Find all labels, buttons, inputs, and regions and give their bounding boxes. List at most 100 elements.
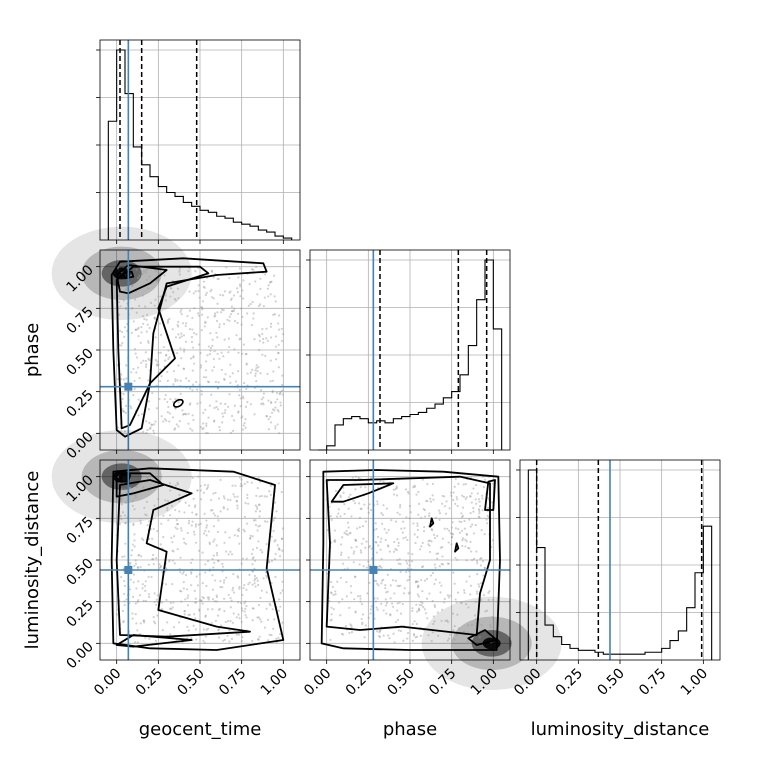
scatter-point: [258, 510, 262, 513]
scatter-point: [406, 538, 409, 542]
contour-line: [119, 474, 131, 483]
contour-line: [325, 475, 491, 636]
scatter-point: [422, 606, 425, 609]
scatter-point: [369, 612, 372, 615]
scatter-point: [465, 533, 469, 536]
scatter-point: [134, 559, 137, 562]
scatter-point: [262, 392, 266, 395]
scatter-point: [166, 400, 169, 404]
scatter-point: [278, 432, 281, 435]
scatter-point: [277, 343, 280, 346]
scatter-point: [403, 587, 406, 590]
scatter-point: [275, 392, 279, 395]
scatter-point: [216, 311, 219, 314]
scatter-point: [273, 409, 276, 412]
scatter-point: [464, 497, 467, 501]
scatter-point: [124, 501, 128, 504]
scatter-point: [122, 299, 125, 302]
scatter-point: [211, 598, 215, 601]
scatter-point: [417, 607, 421, 610]
scatter-point: [488, 623, 492, 627]
scatter-point: [379, 540, 382, 544]
scatter-point: [216, 387, 220, 390]
scatter-point: [164, 294, 167, 297]
scatter-point: [395, 620, 398, 624]
scatter-point: [489, 625, 492, 629]
scatter-point: [180, 357, 183, 360]
scatter-point: [179, 379, 182, 382]
x-tick-label: 0.00: [301, 666, 334, 699]
scatter-point: [209, 290, 212, 293]
scatter-point: [218, 608, 221, 612]
scatter-point: [263, 495, 266, 498]
scatter-point: [342, 562, 345, 565]
scatter-point: [279, 390, 282, 393]
scatter-point: [149, 301, 153, 304]
scatter-point: [454, 502, 457, 505]
scatter-point: [229, 498, 232, 502]
scatter-point: [263, 296, 266, 299]
scatter-point: [406, 579, 409, 582]
scatter-point: [341, 536, 344, 539]
scatter-point: [443, 505, 447, 508]
scatter-point: [166, 509, 169, 512]
scatter-point: [228, 291, 231, 294]
scatter-point: [186, 625, 189, 629]
scatter-point: [361, 613, 365, 616]
scatter-point: [198, 296, 201, 299]
scatter-point: [257, 638, 260, 641]
scatter-point: [179, 347, 182, 350]
scatter-point: [228, 536, 231, 539]
scatter-point: [417, 608, 420, 611]
scatter-point: [354, 539, 358, 543]
scatter-point: [407, 592, 410, 595]
scatter-point: [169, 489, 172, 492]
scatter-point: [350, 546, 353, 549]
scatter-point: [196, 489, 199, 492]
scatter-point: [357, 476, 360, 479]
scatter-point: [215, 594, 218, 597]
scatter-point: [167, 318, 170, 322]
scatter-point: [136, 641, 139, 644]
scatter-point: [206, 559, 210, 563]
scatter-point: [257, 603, 260, 607]
scatter-point: [454, 598, 457, 601]
scatter-point: [219, 402, 222, 405]
scatter-point: [432, 498, 435, 501]
scatter-point: [469, 593, 472, 596]
scatter-point: [182, 587, 185, 590]
scatter-point: [210, 622, 213, 625]
scatter-point: [194, 290, 197, 293]
scatter-point: [195, 513, 198, 516]
scatter-point: [340, 543, 343, 546]
scatter-point: [144, 589, 147, 592]
scatter-point: [119, 514, 122, 518]
scatter-point: [201, 602, 204, 605]
scatter-point: [252, 519, 256, 522]
scatter-point: [243, 482, 246, 485]
scatter-point: [453, 485, 456, 488]
scatter-point: [153, 622, 157, 625]
scatter-point: [230, 305, 234, 308]
scatter-point: [187, 629, 190, 632]
scatter-point: [175, 423, 178, 426]
scatter-point: [219, 478, 222, 481]
scatter-point: [271, 389, 274, 393]
scatter-point: [131, 617, 134, 620]
scatter-point: [350, 626, 353, 629]
scatter-point: [251, 639, 254, 643]
scatter-point: [144, 580, 147, 583]
scatter-point: [259, 596, 262, 600]
scatter-point: [399, 629, 403, 633]
scatter-point: [125, 364, 128, 367]
scatter-point: [398, 601, 401, 604]
scatter-point: [242, 397, 245, 400]
scatter-point: [202, 491, 206, 494]
scatter-point: [200, 599, 203, 602]
scatter-point: [221, 308, 224, 311]
scatter-point: [204, 635, 207, 638]
scatter-point: [244, 614, 247, 617]
scatter-point: [381, 522, 384, 525]
scatter-point: [237, 411, 240, 414]
scatter-point: [217, 497, 221, 500]
